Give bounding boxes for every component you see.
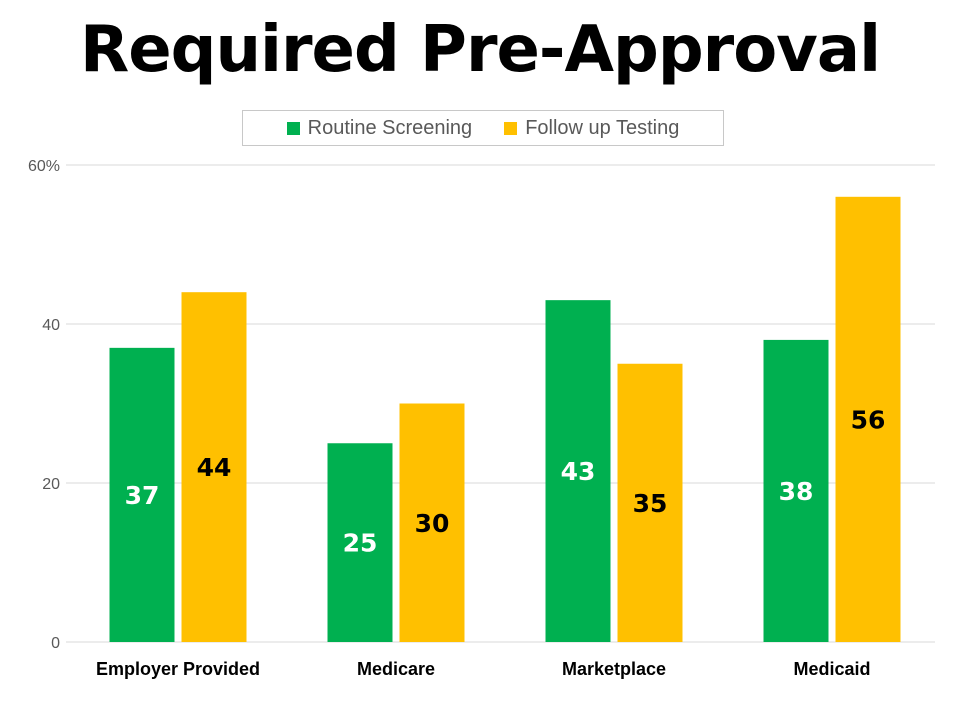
legend-item-series-1: Follow up Testing [504, 117, 679, 140]
bar-0-0 [109, 347, 175, 642]
legend-item-series-0: Routine Screening [286, 116, 473, 140]
category-label-2: Marketplace [562, 659, 666, 679]
bar-0-1 [327, 443, 393, 642]
y-tick-label-2: 40 [42, 317, 60, 334]
legend-swatch-series-1 [504, 121, 518, 135]
data-label-0-0: 37 [125, 481, 160, 510]
legend-swatch-series-0 [286, 121, 300, 135]
y-axis-ticks: 0 20 40 60% [28, 158, 60, 652]
bar-1-1 [399, 403, 465, 642]
category-label-0: Employer Provided [96, 659, 260, 679]
bars [109, 196, 901, 643]
data-label-1-1: 30 [415, 509, 450, 538]
data-label-0-1: 25 [343, 529, 378, 558]
data-label-1-0: 44 [197, 453, 232, 482]
bar-0-2 [545, 300, 611, 642]
category-label-1: Medicare [357, 659, 435, 679]
y-tick-label-1: 20 [42, 476, 60, 493]
legend-label-series-0: Routine Screening [307, 116, 473, 139]
data-label-1-2: 35 [633, 489, 668, 518]
category-label-3: Medicaid [793, 659, 870, 679]
bar-1-3 [835, 196, 901, 643]
bar-1-0 [181, 292, 247, 642]
category-labels: Employer Provided Medicare Marketplace Medi… [96, 659, 871, 679]
data-label-1-3: 56 [851, 405, 886, 434]
legend-label-series-1: Follow up Testing [525, 116, 680, 139]
data-labels: 37 44 25 30 43 35 38 56 [125, 405, 886, 557]
y-tick-label-0: 0 [51, 635, 60, 652]
bar-0-3 [763, 339, 829, 642]
y-tick-label-3: 60% [28, 158, 60, 175]
bar-1-2 [617, 363, 683, 642]
chart-title: Required Pre-Approval [79, 13, 881, 87]
data-label-0-2: 43 [561, 457, 596, 486]
legend: Routine Screening Follow up Testing [242, 110, 724, 146]
data-label-0-3: 38 [779, 477, 814, 506]
